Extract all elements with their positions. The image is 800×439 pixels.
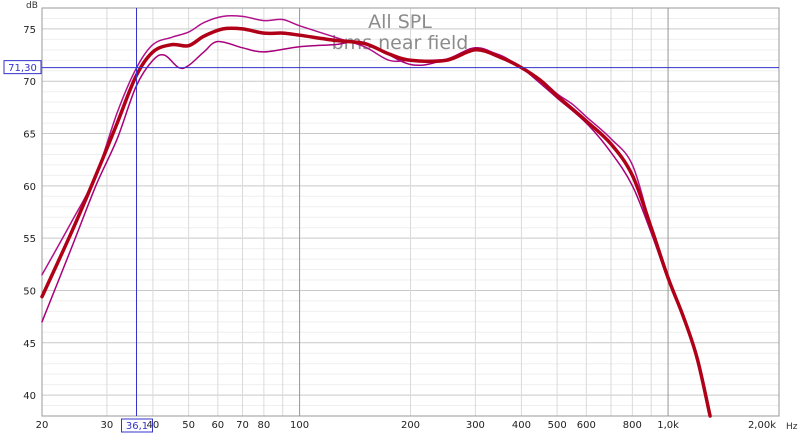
y-tick-label: 75	[23, 25, 36, 36]
cursor-y-readout-box	[3, 60, 42, 75]
cursor-y-readout: 71,30	[8, 63, 37, 74]
cursor-x-readout-box	[121, 418, 154, 433]
x-tick-label: 300	[466, 420, 485, 431]
series-line-3	[40, 26, 712, 418]
x-tick-label: 2,00k	[748, 420, 776, 431]
y-tick-label: 70	[23, 77, 36, 88]
y-axis-unit-label: dB	[26, 1, 38, 11]
plot-frame	[41, 7, 780, 417]
series-group	[40, 14, 712, 418]
axes: dB Hz 40 45 50 55 60 65 70 75 20 30 40 50 60 70 80 100 2…	[23, 1, 798, 432]
y-tick-label: 40	[23, 391, 36, 402]
x-tick-label: 600	[577, 420, 596, 431]
title-group: All SPL bms near field	[332, 11, 469, 54]
x-tick-label: 1,0k	[657, 420, 679, 431]
cursor-x-readout: 36,1	[126, 421, 148, 432]
x-tick-label: 200	[401, 420, 420, 431]
x-tick-label: 70	[236, 420, 249, 431]
x-axis-unit-label: Hz	[786, 422, 798, 432]
x-tick-label: 30	[101, 420, 114, 431]
x-tick-label: 40	[147, 420, 160, 431]
series-line-2	[41, 14, 711, 417]
series-line-1	[41, 40, 711, 417]
y-tick-label: 65	[23, 130, 36, 141]
x-tick-label: 20	[36, 420, 49, 431]
x-tick-label: 100	[290, 420, 309, 431]
chart-title: All SPL	[368, 11, 432, 33]
y-tick-label: 45	[23, 339, 36, 350]
x-tick-label: 500	[548, 420, 567, 431]
cursor[interactable]: 71,30 36,1	[3, 8, 779, 433]
y-tick-label: 55	[23, 234, 36, 245]
x-tick-label: 800	[623, 420, 642, 431]
x-tick-label: 80	[257, 420, 270, 431]
y-tick-label: 50	[23, 286, 36, 297]
grid	[41, 7, 780, 417]
y-tick-label: 60	[23, 182, 36, 193]
chart-subtitle: bms near field	[332, 32, 469, 54]
x-tick-label: 50	[182, 420, 195, 431]
x-tick-label: 400	[512, 420, 531, 431]
x-tick-label: 60	[211, 420, 224, 431]
